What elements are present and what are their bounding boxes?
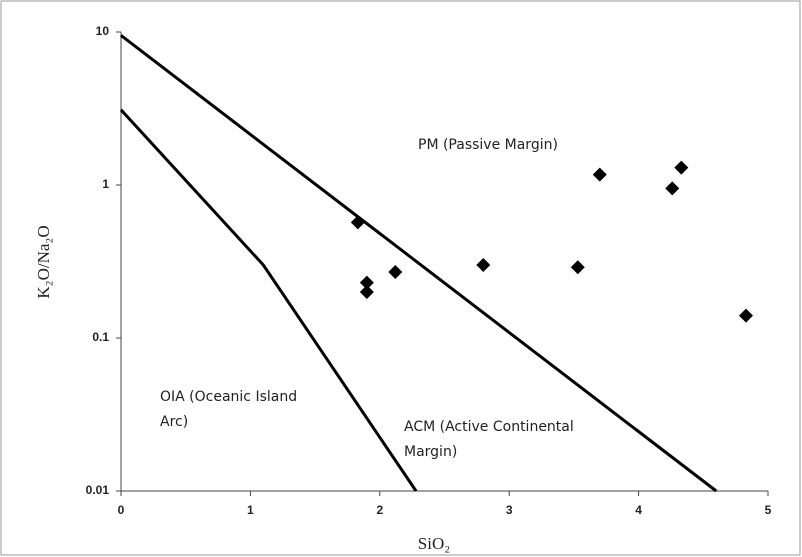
y-tick-label: 1 (102, 177, 109, 191)
y-tick-label: 0.1 (92, 330, 109, 344)
region-label: OIA (Oceanic Island (160, 389, 297, 405)
y-axis-title: K₂O/Na₂O (34, 225, 53, 298)
point (592, 167, 607, 182)
x-tick-label: 0 (118, 503, 125, 517)
point (476, 258, 491, 273)
boundary-line (120, 34, 718, 493)
y-tick-label: 0.01 (86, 483, 110, 497)
point (359, 284, 374, 299)
x-tick-label: 1 (247, 503, 254, 517)
point (665, 181, 680, 196)
x-tick-label: 3 (506, 503, 513, 517)
point (350, 215, 365, 230)
point (359, 275, 374, 290)
x-axis-title: SiO₂ (418, 534, 450, 553)
boundary-line (119, 108, 418, 492)
x-tick-label: 5 (765, 503, 772, 517)
point (739, 308, 754, 323)
region-label: PM (Passive Margin) (418, 137, 558, 153)
region-label: ACM (Active Continental (404, 419, 574, 435)
point (388, 265, 403, 280)
region-label: Margin) (404, 444, 457, 460)
point (674, 160, 689, 175)
region-label: Arc) (160, 414, 188, 430)
y-tick-label: 10 (96, 24, 110, 38)
x-tick-label: 4 (635, 503, 642, 517)
x-tick-label: 2 (376, 503, 383, 517)
point (570, 260, 585, 275)
